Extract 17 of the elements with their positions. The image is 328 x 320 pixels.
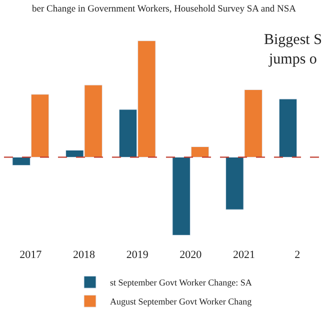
bar <box>172 156 190 236</box>
x-tick-label: 2 <box>294 249 300 261</box>
x-tick-label: 2020 <box>180 249 202 261</box>
legend-label: August September Govt Worker Chang <box>110 296 252 307</box>
bar <box>30 94 50 158</box>
chart-title: ber Change in Government Workers, Household Survey SA and NSA <box>32 4 296 14</box>
bar <box>226 156 244 210</box>
legend-label: st September Govt Worker Change: SA <box>110 278 252 288</box>
bar <box>12 156 30 166</box>
x-tick-label: 2017 <box>20 249 42 261</box>
x-tick-label: 2021 <box>233 249 255 261</box>
bar <box>190 146 210 158</box>
annotation: Biggest S jumps o <box>264 32 322 68</box>
x-tick-label: 2019 <box>126 249 149 261</box>
bar <box>244 89 262 158</box>
x-tick-label: 2018 <box>73 249 96 261</box>
bar <box>278 98 298 158</box>
